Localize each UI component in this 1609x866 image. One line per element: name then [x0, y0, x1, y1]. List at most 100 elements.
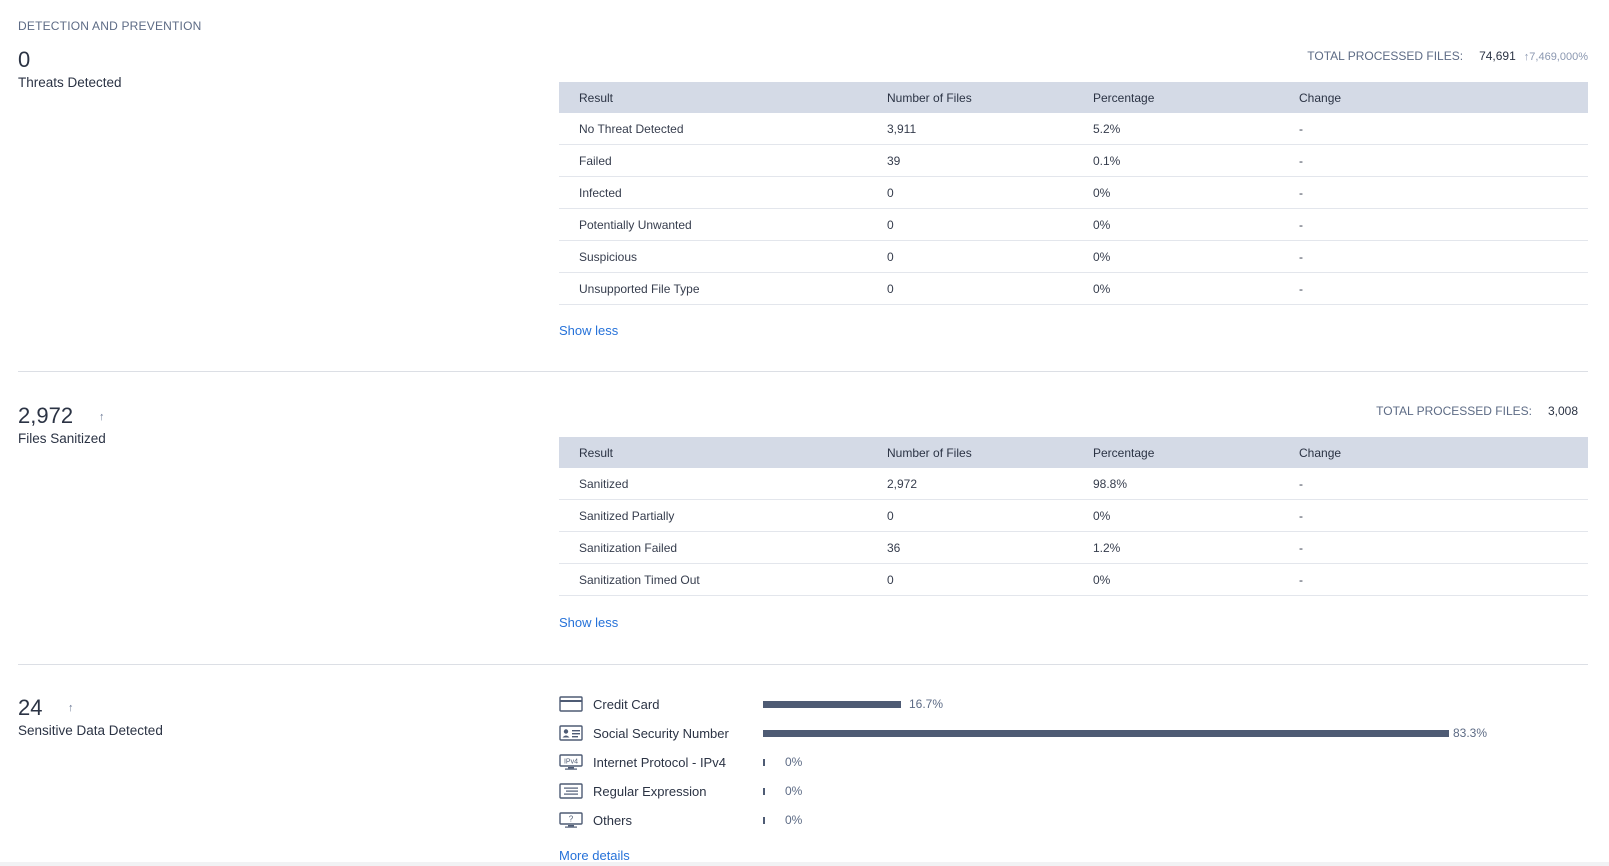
percentage-bar	[763, 700, 901, 708]
table-row: Failed 39 0.1% -	[559, 144, 1588, 177]
more-details-link[interactable]: More details	[559, 848, 630, 863]
cell: 5.2%	[1073, 113, 1279, 145]
cell: -	[1279, 272, 1588, 305]
cell: -	[1279, 468, 1588, 500]
table-row: Unsupported File Type 0 0% -	[559, 272, 1588, 305]
others-monitor-icon: ?	[559, 812, 583, 828]
cell: 0.1%	[1073, 144, 1279, 177]
sanitized-label: Files Sanitized	[18, 431, 106, 446]
percentage-bar	[763, 787, 765, 795]
table-row: Suspicious 0 0% -	[559, 240, 1588, 273]
percentage-value: 0%	[785, 755, 803, 769]
sanitized-show-less-link[interactable]: Show less	[559, 615, 619, 630]
table-row: Sanitization Failed 36 1.2% -	[559, 531, 1588, 564]
cell: Suspicious	[559, 240, 867, 273]
cell: Infected	[559, 176, 867, 209]
cell: 98.8%	[1073, 468, 1279, 500]
cell: Sanitized	[559, 468, 867, 500]
cell: 1.2%	[1073, 531, 1279, 564]
cell: 0%	[1073, 240, 1279, 273]
cell: -	[1279, 499, 1588, 532]
sensitive-bar-ipv4: 0%	[763, 752, 802, 772]
table-row: Sanitized Partially 0 0% -	[559, 499, 1588, 532]
threats-total: TOTAL PROCESSED FILES: 74,691 ↑7,469,000%	[1307, 49, 1588, 63]
table-row: Sanitization Timed Out 0 0% -	[559, 563, 1588, 596]
cell: -	[1279, 240, 1588, 273]
cell: 39	[867, 144, 1073, 177]
ipv4-icon: IPv4	[559, 754, 583, 770]
cell: 0%	[1073, 272, 1279, 305]
cell: Sanitized Partially	[559, 499, 867, 532]
percentage-bar	[763, 729, 1449, 737]
id-card-icon	[559, 725, 583, 741]
sensitive-label: Sensitive Data Detected	[18, 723, 163, 738]
cell: -	[1279, 531, 1588, 564]
cell: 0	[867, 240, 1073, 273]
cell: Failed	[559, 144, 867, 177]
bottom-edge	[0, 862, 1609, 866]
cell: No Threat Detected	[559, 113, 867, 145]
percentage-value: 83.3%	[1453, 726, 1488, 740]
section-title: DETECTION AND PREVENTION	[18, 19, 202, 33]
credit-card-icon	[559, 696, 583, 712]
sensitive-item-credit-card: Credit Card	[559, 694, 765, 714]
column-header: Change	[1279, 437, 1588, 468]
cell: 0	[867, 208, 1073, 241]
threats-label: Threats Detected	[18, 75, 122, 90]
total-value: 3,008	[1547, 404, 1578, 418]
section-divider	[18, 664, 1588, 665]
column-header: Result	[559, 82, 867, 113]
table-header-row: Result Number of Files Percentage Change	[559, 437, 1588, 468]
table-row: Sanitized 2,972 98.8% -	[559, 468, 1588, 500]
cell: -	[1279, 113, 1588, 145]
table-header-row: Result Number of Files Percentage Change	[559, 82, 1588, 113]
sensitive-count: 24	[18, 695, 43, 720]
cell: 36	[867, 531, 1073, 564]
percentage-value: 0%	[785, 784, 803, 798]
cell: 0	[867, 563, 1073, 596]
regex-icon	[559, 783, 583, 799]
threats-count: 0	[18, 47, 31, 72]
sanitized-count: 2,972	[18, 403, 74, 428]
cell: Sanitization Timed Out	[559, 563, 867, 596]
percentage-bar	[763, 816, 765, 824]
up-arrow-icon: ↑	[99, 411, 105, 423]
cell: -	[1279, 176, 1588, 209]
percentage-value: 16.7%	[909, 697, 944, 711]
cell: 0	[867, 176, 1073, 209]
sensitive-item-label: Credit Card	[593, 696, 660, 712]
up-arrow-icon: ↑	[68, 702, 74, 714]
sensitive-bar-credit-card: 16.7%	[763, 694, 943, 714]
section-divider	[18, 371, 1588, 372]
cell: -	[1279, 208, 1588, 241]
table-row: Potentially Unwanted 0 0% -	[559, 208, 1588, 241]
table-row: No Threat Detected 3,911 5.2% -	[559, 113, 1588, 145]
sensitive-item-ssn: Social Security Number	[559, 723, 765, 743]
svg-text:?: ?	[569, 815, 574, 824]
cell: 3,911	[867, 113, 1073, 145]
cell: 0%	[1073, 176, 1279, 209]
cell: 0%	[1073, 563, 1279, 596]
sensitive-item-label: Internet Protocol - IPv4	[593, 754, 726, 770]
total-label: TOTAL PROCESSED FILES:	[1376, 404, 1532, 418]
threats-table: Result Number of Files Percentage Change…	[559, 82, 1588, 305]
cell: Sanitization Failed	[559, 531, 867, 564]
sensitive-item-ipv4: IPv4 Internet Protocol - IPv4	[559, 752, 765, 772]
cell: Potentially Unwanted	[559, 208, 867, 241]
cell: 0	[867, 272, 1073, 305]
total-change: ↑7,469,000%	[1523, 51, 1588, 63]
cell: 0%	[1073, 208, 1279, 241]
column-header: Percentage	[1073, 437, 1279, 468]
cell: 0	[867, 499, 1073, 532]
sensitive-item-label: Social Security Number	[593, 725, 729, 741]
svg-text:IPv4: IPv4	[564, 759, 578, 766]
table-row: Infected 0 0% -	[559, 176, 1588, 209]
sensitive-item-label: Regular Expression	[593, 783, 707, 799]
sensitive-bar-regex: 0%	[763, 781, 802, 801]
threats-show-less-link[interactable]: Show less	[559, 323, 619, 338]
sensitive-bar-ssn: 83.3%	[763, 723, 1487, 743]
percentage-value: 0%	[785, 813, 803, 827]
cell: 2,972	[867, 468, 1073, 500]
total-value: 74,691	[1479, 49, 1516, 63]
cell: 0%	[1073, 499, 1279, 532]
